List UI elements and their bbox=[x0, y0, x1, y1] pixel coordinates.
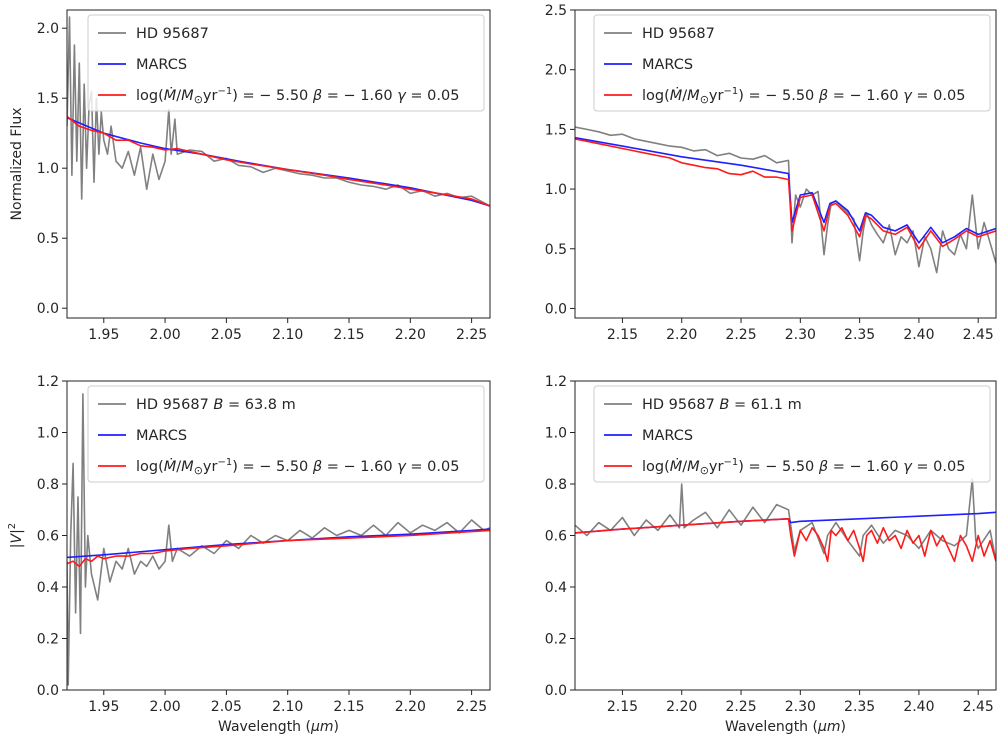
legend-entry-2: log(Ṁ/M⊙yr−1) = − 5.50 β = − 1.60 γ = 0.… bbox=[136, 457, 459, 477]
x-tick-label: 2.00 bbox=[150, 327, 181, 343]
y-tick-label: 0.2 bbox=[37, 632, 59, 648]
y-tick-label: 0.0 bbox=[545, 301, 567, 317]
legend-entry-1: MARCS bbox=[136, 428, 187, 444]
series-line-1 bbox=[67, 528, 490, 559]
y-tick-label: 0.5 bbox=[37, 231, 59, 247]
legend-entry-2: log(Ṁ/M⊙yr−1) = − 5.50 β = − 1.60 γ = 0.… bbox=[136, 86, 459, 106]
y-tick-label: 0.6 bbox=[545, 529, 567, 545]
y-axis-label: |V|2 bbox=[7, 523, 25, 548]
legend-entry-0: HD 95687 B = 61.1 m bbox=[642, 397, 802, 413]
x-tick-label: 2.20 bbox=[395, 699, 426, 715]
y-axis-label: Normalized Flux bbox=[9, 108, 25, 221]
y-tick-label: 1.5 bbox=[545, 122, 567, 138]
y-tick-label: 1.5 bbox=[37, 91, 59, 107]
legend: HD 95687 MARCS log(Ṁ/M⊙yr−1) = − 5.50 β = … bbox=[593, 14, 991, 112]
legend-entry-0: HD 95687 bbox=[136, 26, 209, 42]
x-tick-label: 2.05 bbox=[211, 699, 242, 715]
axes-frame bbox=[574, 9, 997, 319]
series-line-2 bbox=[67, 529, 490, 568]
legend-box bbox=[593, 14, 991, 112]
y-tick-label: 0.8 bbox=[37, 477, 59, 493]
y-tick-label: 0.4 bbox=[545, 580, 567, 596]
chart-panel-top-right: 2.15 2.20 2.25 2.30 2.35 2.40 2.45 0.0 0.5 1.0 1.5… bbox=[545, 3, 997, 343]
y-tick-label: 1.0 bbox=[37, 426, 59, 442]
x-tick-label: 1.95 bbox=[88, 699, 119, 715]
series-group bbox=[575, 126, 996, 274]
x-tick-label: 2.15 bbox=[607, 699, 638, 715]
y-tick-label: 2.0 bbox=[545, 63, 567, 79]
y-tick-label: 1.0 bbox=[37, 161, 59, 177]
x-tick-label: 2.10 bbox=[272, 327, 303, 343]
x-tick-label: 2.25 bbox=[456, 699, 487, 715]
chart-panel-bottom-right: 2.15 2.20 2.25 2.30 2.35 2.40 2.45 0.0 0.2 0.4 0.6… bbox=[545, 374, 997, 735]
x-axis-label: Wavelength (μm) bbox=[725, 719, 846, 735]
x-tick-label: 2.35 bbox=[844, 699, 875, 715]
x-tick-label: 2.05 bbox=[211, 327, 242, 343]
y-tick-label: 0.0 bbox=[37, 301, 59, 317]
x-tick-label: 2.25 bbox=[725, 327, 756, 343]
legend-entry-2: log(Ṁ/M⊙yr−1) = − 5.50 β = − 1.60 γ = 0.… bbox=[642, 457, 965, 477]
legend-entry-1: MARCS bbox=[642, 428, 693, 444]
legend-entry-0: HD 95687 B = 63.8 m bbox=[136, 397, 296, 413]
y-tick-label: 0.2 bbox=[545, 632, 567, 648]
x-tick-label: 2.20 bbox=[666, 327, 697, 343]
legend-box bbox=[87, 14, 485, 112]
legend-entry-1: MARCS bbox=[642, 57, 693, 73]
series-line-0 bbox=[575, 478, 996, 562]
x-tick-label: 2.30 bbox=[785, 699, 816, 715]
series-line-2 bbox=[67, 115, 490, 207]
series-line-0 bbox=[67, 393, 490, 686]
y-tick-label: 1.0 bbox=[545, 426, 567, 442]
x-tick-label: 2.20 bbox=[395, 327, 426, 343]
x-tick-label: 2.35 bbox=[844, 327, 875, 343]
legend-entry-2: log(Ṁ/M⊙yr−1) = − 5.50 β = − 1.60 γ = 0.… bbox=[642, 86, 965, 106]
legend: HD 95687 MARCS log(Ṁ/M⊙yr−1) = − 5.50 β = … bbox=[87, 14, 485, 112]
x-tick-label: 2.15 bbox=[333, 699, 364, 715]
y-tick-label: 0.0 bbox=[545, 683, 567, 699]
chart-panel-bottom-left: 1.95 2.00 2.05 2.10 2.15 2.20 2.25 0.0 0.2 0.4 0.6… bbox=[7, 374, 491, 735]
y-tick-label: 0.4 bbox=[37, 580, 59, 596]
x-tick-label: 2.10 bbox=[272, 699, 303, 715]
x-tick-label: 2.45 bbox=[963, 699, 994, 715]
series-line-2 bbox=[575, 518, 996, 563]
y-tick-label: 0.6 bbox=[37, 529, 59, 545]
y-tick-label: 0.5 bbox=[545, 242, 567, 258]
x-tick-label: 2.25 bbox=[456, 327, 487, 343]
x-axis-label: Wavelength (μm) bbox=[218, 719, 339, 735]
legend-box bbox=[87, 385, 485, 483]
series-group bbox=[67, 393, 490, 686]
x-tick-label: 2.15 bbox=[607, 327, 638, 343]
legend-box bbox=[593, 385, 991, 483]
x-tick-label: 2.00 bbox=[150, 699, 181, 715]
series-group bbox=[575, 478, 996, 563]
y-tick-label: 2.5 bbox=[545, 3, 567, 19]
y-tick-label: 1.2 bbox=[545, 374, 567, 390]
legend: HD 95687 B = 61.1 m MARCS log(Ṁ/M⊙yr−1) = … bbox=[593, 385, 991, 483]
legend-entry-0: HD 95687 bbox=[642, 26, 715, 42]
x-tick-label: 2.40 bbox=[903, 699, 934, 715]
x-tick-label: 2.45 bbox=[963, 327, 994, 343]
legend: HD 95687 B = 63.8 m MARCS log(Ṁ/M⊙yr−1) = … bbox=[87, 385, 485, 483]
x-tick-label: 1.95 bbox=[88, 327, 119, 343]
legend-entry-1: MARCS bbox=[136, 57, 187, 73]
y-tick-label: 0.8 bbox=[545, 477, 567, 493]
x-tick-label: 2.15 bbox=[333, 327, 364, 343]
x-tick-label: 2.40 bbox=[903, 327, 934, 343]
y-tick-label: 1.2 bbox=[37, 374, 59, 390]
y-tick-label: 1.0 bbox=[545, 182, 567, 198]
chart-panel-top-left: 1.95 2.00 2.05 2.10 2.15 2.20 2.25 0.0 0.5 1.0 1.5… bbox=[9, 9, 491, 343]
y-tick-label: 0.0 bbox=[37, 683, 59, 699]
x-tick-label: 2.30 bbox=[785, 327, 816, 343]
y-tick-label: 2.0 bbox=[37, 21, 59, 37]
series-line-1 bbox=[575, 136, 996, 244]
series-line-2 bbox=[575, 138, 996, 250]
x-tick-label: 2.25 bbox=[725, 699, 756, 715]
axes-frame bbox=[66, 9, 491, 319]
x-tick-label: 2.20 bbox=[666, 699, 697, 715]
